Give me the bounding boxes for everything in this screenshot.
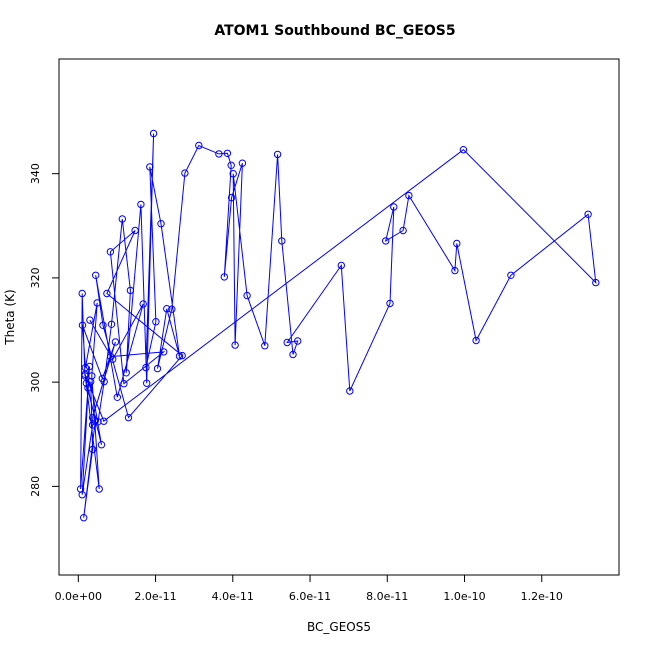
data-point [386,299,394,308]
data-point [168,305,176,313]
data-point [163,305,171,313]
data-point [78,289,86,298]
data-point [229,170,237,178]
data-point [88,372,96,380]
data-point [81,363,90,372]
data-point [261,342,269,350]
data-point [100,417,108,425]
y-tick-label: 340 [29,163,42,184]
data-point [126,286,135,295]
plot-frame [58,58,620,576]
data-point [87,377,95,386]
data-point [584,210,592,219]
data-point [93,299,101,307]
data-point [111,338,120,346]
data-point [289,350,297,359]
data-point [143,379,151,387]
x-tick-label: 4.0e-11 [212,590,254,603]
data-point [124,413,133,422]
data-point [243,291,251,300]
data-point [94,418,102,426]
data-point [178,351,186,360]
data-point [507,271,515,279]
data-point [86,316,94,324]
data-point [85,362,94,371]
data-point [160,348,168,356]
data-point [283,338,291,347]
data-point [82,379,91,387]
data-point [592,278,600,287]
data-point [451,266,459,275]
data-point [80,514,88,522]
data-point [106,248,115,256]
data-point [346,387,354,395]
data-point [113,393,122,401]
x-tick-label: 2.0e-11 [134,590,176,603]
x-tick-label: 0.0e+00 [55,590,102,603]
data-point [146,163,154,171]
data-point [405,191,413,200]
data-point [175,352,184,360]
data-point [107,320,116,328]
data-point [459,146,468,154]
data-point [109,355,117,363]
data-point [238,159,247,167]
y-tick-label: 280 [29,476,42,497]
data-point [157,220,165,228]
y-tick-label: 320 [29,267,42,288]
data-point [137,200,145,209]
data-point [139,300,147,308]
data-point [97,441,106,449]
data-point [142,363,150,372]
data-point [399,226,407,235]
data-point [337,261,345,270]
data-point [88,421,97,429]
data-point [227,193,236,202]
data-point [472,336,480,345]
data-point [181,169,189,177]
data-point [215,150,223,158]
y-tick-label: 300 [29,372,42,393]
data-point [227,161,235,170]
data-point [453,239,461,248]
data-point [220,273,229,281]
data-point [382,237,390,245]
x-tick-label: 1.0e-10 [443,590,485,603]
data-point [92,271,100,279]
data-point [273,150,282,159]
data-point [98,374,107,383]
y-axis-label: Theta (K) [3,289,17,345]
data-point [99,321,107,329]
data-point [78,491,86,499]
x-axis-label: BC_GEOS5 [307,620,371,634]
data-point [152,318,160,326]
data-point [88,413,97,422]
data-point [231,341,239,349]
data-point [153,364,162,373]
data-point [223,149,232,158]
series-line [80,133,597,518]
data-point [88,445,97,454]
data-point [278,237,286,245]
data-point [195,141,203,150]
data-point [294,337,302,345]
data-point [122,369,130,377]
data-point [120,380,128,388]
data-point [84,384,92,392]
data-point [149,129,158,138]
x-tick-label: 6.0e-11 [289,590,331,603]
data-point [118,215,127,223]
series-layer [76,129,600,522]
data-point [390,203,398,211]
x-axis: 0.0e+00 2.0e-11 4.0e-11 6.0e-11 8.0e-11 1.0e-… [55,574,563,603]
data-point [103,289,111,298]
data-point [78,321,87,329]
data-point [95,485,103,493]
x-tick-label: 8.0e-11 [366,590,408,603]
y-axis: 280 300 320 340 [29,163,60,497]
x-tick-label: 1.2e-10 [521,590,563,603]
data-point [131,226,139,235]
chart-title: ATOM1 Southbound BC_GEOS5 [214,23,455,39]
